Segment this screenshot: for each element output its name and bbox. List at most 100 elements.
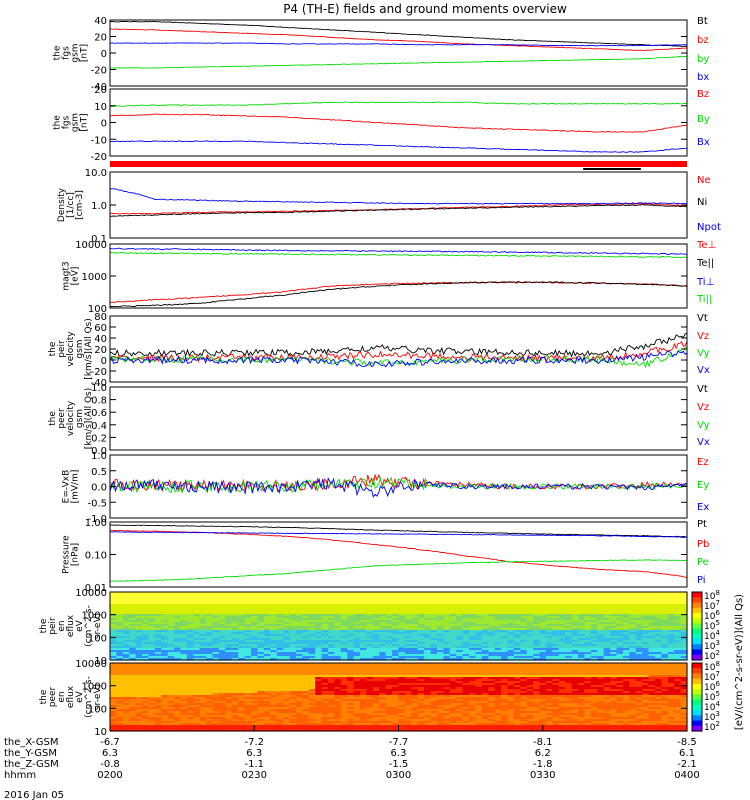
spectrogram-cell [295, 654, 303, 657]
spectrogram-cell [110, 638, 118, 641]
spectrogram-cell [148, 600, 156, 603]
spectrogram-cell [462, 600, 470, 603]
spectrogram-cell [449, 626, 457, 629]
spectrogram-cell [334, 612, 342, 615]
spectrogram-cell [443, 644, 451, 647]
spectrogram-cell [597, 602, 605, 605]
spectrogram-cell [302, 658, 310, 661]
spectrogram-cell [244, 620, 252, 623]
spectrogram-cell [674, 695, 682, 698]
spectrogram-cell [475, 636, 483, 639]
spectrogram-cell [545, 638, 553, 641]
spectrogram-cell [379, 630, 387, 633]
spectrogram-cell [392, 640, 400, 643]
spectrogram-cell [443, 650, 451, 653]
spectrogram-cell [417, 642, 425, 645]
spectrogram-cell [257, 658, 265, 661]
spectrogram-cell [571, 691, 579, 694]
spectrogram-cell [590, 606, 598, 609]
spectrogram-cell [110, 592, 118, 595]
spectrogram-cell [501, 632, 509, 635]
series-line-Ey [109, 476, 688, 494]
spectrogram-cell [353, 687, 361, 690]
spectrogram-cell [411, 632, 419, 635]
spectrogram-cell [110, 628, 118, 631]
spectrogram-cell [206, 667, 214, 670]
spectrogram-cell [616, 695, 624, 698]
spectrogram-cell [174, 650, 182, 653]
spectrogram-cell [424, 689, 432, 692]
spectrogram-cell [642, 606, 650, 609]
spectrogram-cell [462, 606, 470, 609]
spectrogram-cell [411, 600, 419, 603]
spectrogram-cell [558, 604, 566, 607]
spectrogram-cell [539, 681, 547, 684]
spectrogram-cell [276, 644, 284, 647]
spectrogram-cell [289, 618, 297, 621]
spectrogram-cell [488, 658, 496, 661]
spectrogram-cell [680, 687, 688, 690]
spectrogram-cell [545, 654, 553, 657]
spectrogram-cell [360, 675, 368, 678]
spectrogram-cell [404, 665, 412, 668]
spectrogram-cell [315, 608, 323, 611]
spectrogram-cell [565, 610, 573, 613]
spectrogram-cell [661, 665, 669, 668]
spectrogram-cell [488, 648, 496, 651]
spectrogram-cell [347, 622, 355, 625]
spectrogram-cell [199, 612, 207, 615]
spectrogram-cell [398, 596, 406, 599]
spectrogram-cell [199, 644, 207, 647]
spectrogram-cell [558, 600, 566, 603]
spectrogram-cell [494, 669, 502, 672]
spectrogram-cell [488, 687, 496, 690]
spectrogram-cell [507, 622, 515, 625]
y-axis-label-line: Pressure [62, 535, 72, 574]
spectrogram-cell [225, 634, 233, 637]
spectrogram-cell [404, 610, 412, 613]
spectrogram-cell [289, 644, 297, 647]
spectrogram-cell [122, 648, 130, 651]
spectrogram-cell [616, 673, 624, 676]
spectrogram-cell [539, 602, 547, 605]
y-tick-label: 1000 [82, 611, 107, 622]
spectrogram-cell [135, 675, 143, 678]
spectrogram-cell [635, 604, 643, 607]
spectrogram-cell [218, 628, 226, 631]
spectrogram-cell [436, 695, 444, 698]
spectrogram-cell [251, 602, 259, 605]
spectrogram-cell [385, 650, 393, 653]
spectrogram-cell [449, 685, 457, 688]
spectrogram-cell [321, 592, 329, 595]
spectrogram-cell [218, 594, 226, 597]
spectrogram-cell [642, 618, 650, 621]
spectrogram-cell [174, 654, 182, 657]
spectrogram-cell [533, 592, 541, 595]
spectrogram-cell [584, 654, 592, 657]
spectrogram-cell [206, 679, 214, 682]
spectrogram-cell [148, 592, 156, 595]
spectrogram-cell [154, 675, 162, 678]
spectrogram-cell [148, 669, 156, 672]
spectrogram-cell [667, 652, 675, 655]
spectrogram-cell [578, 665, 586, 668]
spectrogram-cell [520, 620, 528, 623]
colorbar-segment [692, 649, 702, 656]
spectrogram-cell [449, 616, 457, 619]
spectrogram-cell [475, 600, 483, 603]
spectrogram-cell [565, 618, 573, 621]
spectrogram-cell [129, 665, 137, 668]
spectrogram-cell [129, 644, 137, 647]
spectrogram-cell [392, 669, 400, 672]
spectrogram-cell [270, 630, 278, 633]
spectrogram-cell [116, 622, 124, 625]
spectrogram-cell [148, 602, 156, 605]
spectrogram-cell [404, 606, 412, 609]
spectrogram-cell [584, 671, 592, 674]
spectrogram-cell [674, 652, 682, 655]
spectrogram-cell [616, 646, 624, 649]
spectrogram-cell [360, 622, 368, 625]
spectrogram-cell [263, 616, 271, 619]
spectrogram-cell [469, 658, 477, 661]
spectrogram-cell [661, 630, 669, 633]
